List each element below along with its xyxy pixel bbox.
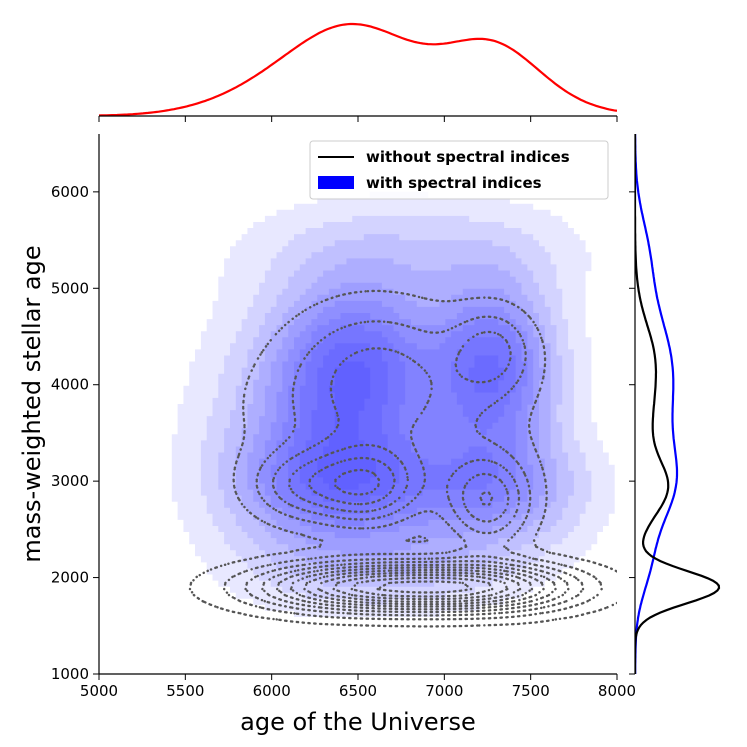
dotted-contour-level-10 (350, 576, 494, 598)
x-tick-label: 6000 (253, 682, 291, 700)
y-tick-label: 1000 (51, 665, 89, 683)
legend: without spectral indices with spectral i… (309, 140, 609, 200)
blue-density-band-3 (218, 234, 574, 587)
y-marginal-curve-with-spectral-indices (635, 134, 679, 674)
blue-density-band-4 (235, 258, 557, 575)
y-tick-label: 6000 (51, 183, 89, 201)
y-marginal-plot (635, 134, 721, 674)
dotted-contour-level-4 (261, 443, 570, 614)
dotted-contour-level-8 (317, 571, 522, 603)
axis-ticks: 5000 5500 6000 6500 7000 7500 8000 1000 2000 3000… (51, 116, 636, 700)
blue-density-band-6 (259, 300, 534, 539)
dotted-contour-level-3 (244, 330, 585, 617)
y-marginal-curve-without-spectral-indices (635, 134, 721, 674)
blue-density-band-1 (171, 191, 615, 617)
x-tick-label: 7000 (425, 682, 463, 700)
y-tick-label: 3000 (51, 472, 89, 490)
y-tick-label: 4000 (51, 376, 89, 394)
dotted-contour-level-7 (303, 568, 534, 606)
legend-label-without-spectral-indices: without spectral indices (366, 148, 570, 166)
x-tick-label: 6500 (339, 682, 377, 700)
blue-density-band-7 (270, 313, 528, 526)
blue-density-band-9 (299, 343, 505, 502)
dotted-contour-level-1 (188, 289, 617, 628)
x-tick-label: 8000 (598, 682, 636, 700)
with-spectral-indices-filled-contours (171, 191, 615, 617)
legend-label-with-spectral-indices: with spectral indices (366, 174, 542, 192)
legend-patch-swatch (318, 176, 354, 189)
x-marginal-density-curve (99, 22, 617, 116)
dotted-contour-level-5 (276, 456, 557, 611)
y-tick-label: 2000 (51, 569, 89, 587)
legend-frame (309, 140, 609, 200)
without-spectral-indices-dotted-contours (188, 289, 617, 628)
x-tick-label: 7500 (512, 682, 550, 700)
x-marginal-plot (99, 22, 617, 116)
y-axis-label: mass-weighted stellar age (18, 245, 46, 562)
x-tick-label: 5500 (166, 682, 204, 700)
blue-density-band-5 (247, 282, 545, 557)
dotted-contour-level-6 (289, 468, 545, 608)
y-tick-label: 5000 (51, 279, 89, 297)
blue-density-band-8 (288, 325, 516, 514)
x-tick-label: 5000 (80, 682, 118, 700)
dotted-contour-level-2 (223, 315, 603, 621)
dotted-contour-level-11 (376, 580, 473, 594)
x-axis-label: age of the Universe (240, 708, 476, 736)
